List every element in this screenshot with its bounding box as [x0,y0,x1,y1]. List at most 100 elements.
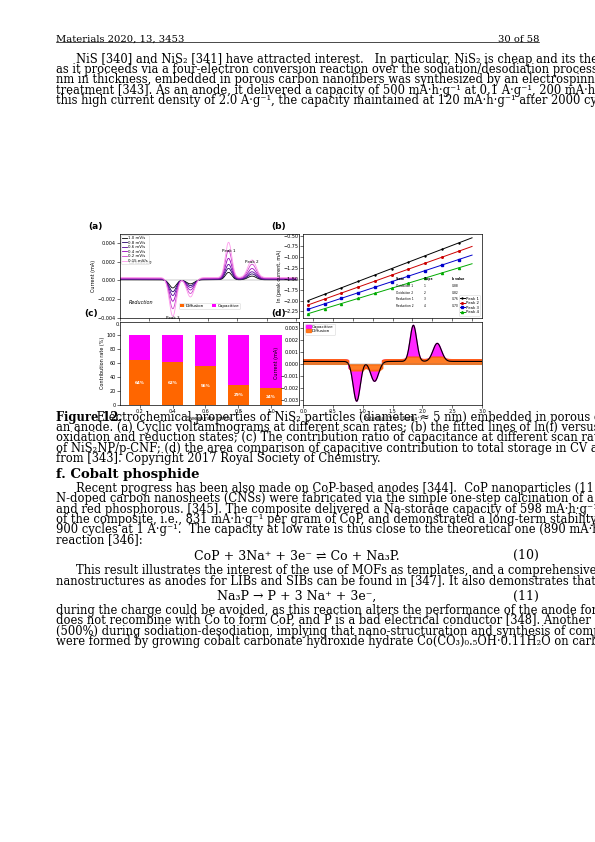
Peak 4 [388,283,395,293]
Text: Na₃P → P + 3 Na⁺ + 3e⁻,: Na₃P → P + 3 Na⁺ + 3e⁻, [217,590,377,603]
Peak 4 [405,278,412,288]
Peak 4 [408,277,415,287]
Peak 3 [338,293,345,303]
Peak 4 [318,305,325,315]
Peak 4 [425,272,432,282]
Peak 4 [431,270,439,280]
0.15 mV/s [162,276,169,286]
Text: Peak 3: Peak 3 [166,316,180,320]
Peak 1 [361,274,368,284]
Text: oxidation and reduction states; (c) The contribution ratio of capacitance at dif: oxidation and reduction states; (c) The … [56,431,595,445]
Peak 4 [355,293,362,303]
Peak 2 [458,245,465,255]
Peak 1 [385,264,392,274]
Peak 2 [378,274,385,284]
Peak 2 [321,294,328,304]
Peak 3 [311,302,318,312]
Peak 3 [314,301,321,311]
Peak 2 [388,270,395,280]
Peak 2 [371,276,378,286]
Peak 1 [321,289,328,299]
Line: 0.4 mV/s: 0.4 mV/s [120,258,296,301]
Peak 4 [392,282,399,292]
Bar [195,366,216,405]
Peak 1 [465,234,472,244]
Peak 3 [381,279,389,289]
Peak 3 [375,281,382,291]
1.0 mV/s [148,274,155,285]
Peak 2 [408,263,415,273]
Peak 1 [358,275,365,285]
Bar [129,335,151,360]
Peak 2 [428,256,436,266]
Peak 4 [308,307,315,317]
Peak 4 [435,269,442,279]
Peak 4 [342,297,349,307]
Peak 2 [342,287,349,297]
Peak 1 [425,249,432,259]
Peak 1 [455,238,462,248]
0.4 mV/s [234,274,242,284]
0.4 mV/s [293,274,300,284]
Peak 4 [412,276,419,286]
Peak 1 [412,254,419,264]
Bar [195,335,216,366]
0.8 mV/s [221,270,228,280]
Y-axis label: ln (peak current, mA): ln (peak current, mA) [277,249,283,302]
Peak 4 [338,298,345,308]
Peak 2 [425,257,432,267]
Peak 2 [365,279,372,289]
Text: Peak 1: Peak 1 [222,248,236,253]
0.2 mV/s [170,304,177,314]
Peak 1 [441,243,449,253]
0.6 mV/s [293,274,300,285]
Peak 1 [415,253,422,264]
Peak 4 [441,267,449,277]
Text: 62%: 62% [168,381,177,386]
Text: from [343]. Copyright 2017 Royal Society of Chemistry.: from [343]. Copyright 2017 Royal Society… [56,452,381,465]
X-axis label: Potential (V vs. Na/Na): Potential (V vs. Na/Na) [182,328,237,333]
Peak 3 [455,254,462,264]
Text: of the composite, i.e., 831 mA·h·g⁻¹ per gram of CoP, and demonstrated a long-te: of the composite, i.e., 831 mA·h·g⁻¹ per… [56,513,595,525]
Peak 1 [355,276,362,286]
Text: CoP + 3Na⁺ + 3e⁻ ⇌ Co + Na₃P.: CoP + 3Na⁺ + 3e⁻ ⇌ Co + Na₃P. [194,549,400,562]
Peak 4 [361,291,368,301]
0.2 mV/s [293,273,300,283]
0.15 mV/s [148,273,155,283]
Peak 4 [418,274,425,284]
1.0 mV/s [196,275,203,285]
0.4 mV/s [249,264,256,274]
Text: Electrochemical properties of NiS₂ particles (diameter ≈ 5 nm) embedded in porou: Electrochemical properties of NiS₂ parti… [93,411,595,424]
Peak 2 [331,290,339,301]
Peak 2 [375,274,382,285]
Peak 1 [452,239,459,249]
Peak 1 [395,261,402,271]
Peak 3 [318,300,325,310]
1.0 mV/s [225,267,232,277]
Peak 2 [398,266,405,276]
Peak 3 [458,253,465,264]
Peak 2 [351,283,358,293]
0.4 mV/s [117,274,124,284]
Line: 0.6 mV/s: 0.6 mV/s [120,264,296,296]
Peak 1 [431,247,439,257]
Peak 2 [462,244,469,254]
Peak 1 [418,252,425,262]
Text: 24%: 24% [266,395,276,398]
Peak 4 [378,286,385,296]
Peak 4 [455,263,462,273]
Text: were formed by growing cobalt carbonate hydroxide hydrate Co(CO₃)₀.₅OH·0.11H₂O o: were formed by growing cobalt carbonate … [56,635,595,647]
Peak 1 [439,244,446,254]
Bar [227,385,249,405]
Peak 4 [348,296,355,306]
Text: of NiS₂NP/p-CNF; (d) the area comparison of capacitive contribution to total sto: of NiS₂NP/p-CNF; (d) the area comparison… [56,441,595,455]
Text: during the charge could be avoided, as this reaction alters the performance of t: during the charge could be avoided, as t… [56,605,595,617]
Peak 1 [345,280,352,290]
Peak 1 [351,278,358,288]
Text: Peak 4: Peak 4 [184,304,197,307]
0.8 mV/s [162,275,169,285]
Peak 4 [314,306,321,316]
Peak 3 [468,250,475,260]
0.4 mV/s [148,274,155,284]
Text: does not recombine with Co to form CoP, and P is a bad electrical conductor [348: does not recombine with Co to form CoP, … [56,615,595,627]
